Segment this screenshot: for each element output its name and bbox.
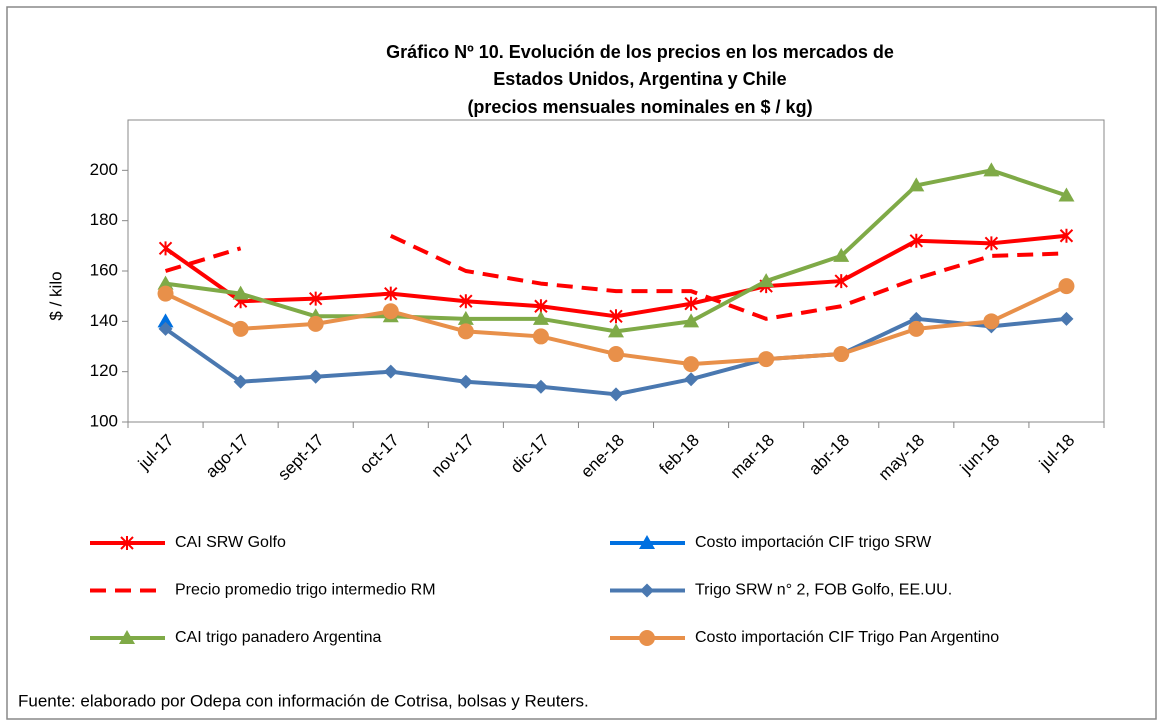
marker [384,286,398,301]
marker [983,313,1000,330]
marker [308,291,323,306]
marker [984,236,999,251]
legend-label: Trigo SRW n° 2, FOB Golfo, EE.UU. [695,582,952,599]
marker [609,387,623,402]
marker [158,321,173,336]
chart-title: Gráfico Nº 10. Evolución de los precios … [386,42,894,62]
marker [120,536,134,550]
marker [119,630,135,644]
marker [684,296,698,311]
marker [834,274,848,289]
y-tick-label: 100 [90,411,118,430]
marker [908,320,925,337]
marker [983,162,1000,177]
marker [233,374,248,389]
marker [532,310,549,325]
y-tick-label: 180 [90,210,118,229]
marker [833,346,850,363]
y-axis-label: $ / kilo [46,271,65,320]
marker [608,323,624,338]
marker [533,379,548,394]
marker [1059,311,1074,326]
marker [232,320,249,337]
marker [758,273,775,288]
marker [307,315,324,332]
marker [608,346,624,363]
marker [683,313,700,328]
marker [1059,228,1074,243]
marker [382,303,399,320]
marker [639,535,655,549]
legend-label: CAI SRW Golfo [175,534,286,551]
frame [6,6,1157,720]
marker [157,285,174,302]
marker [458,374,473,389]
marker [833,247,850,262]
marker [157,275,174,290]
marker [1058,187,1075,202]
legend-label: Costo importación CIF Trigo Pan Argentin… [695,629,999,646]
legend-label: Precio promedio trigo intermedio RM [175,582,436,599]
marker [758,351,775,368]
series-line [164,233,1067,321]
y-tick-label: 160 [90,260,118,279]
marker [459,294,473,309]
marker [683,356,700,373]
marker [232,285,249,300]
marker [639,630,655,646]
marker [909,233,924,248]
legend-label: Costo importación CIF trigo SRW [695,534,932,551]
marker [457,310,474,325]
y-tick-label: 200 [90,160,118,179]
marker [457,323,474,340]
marker [640,583,654,598]
chart-title: Estados Unidos, Argentina y Chile [493,69,786,89]
marker [609,309,623,324]
marker [308,369,323,384]
marker [1058,278,1075,295]
marker [157,313,174,328]
marker [908,177,925,192]
chart-title: (precios mensuales nominales en $ / kg) [467,97,812,117]
marker [532,328,549,345]
y-tick-label: 140 [90,311,118,330]
footnote: Fuente: elaborado por Odepa con informac… [18,691,589,710]
y-tick-label: 120 [90,361,118,380]
marker [383,364,398,379]
legend-label: CAI trigo panadero Argentina [175,629,381,646]
marker [684,372,699,387]
marker [158,241,173,256]
